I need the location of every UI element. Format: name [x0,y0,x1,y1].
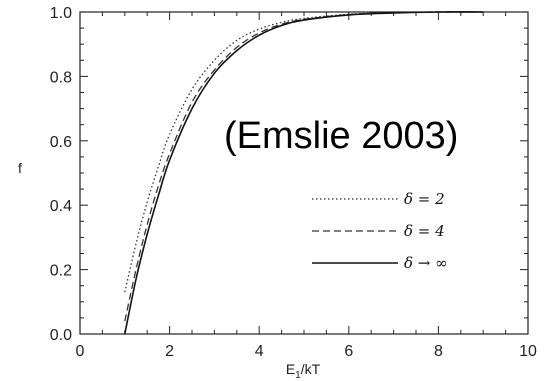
y-axis-label: f [18,160,22,176]
y-tick-label: 0.6 [50,134,72,151]
y-tick-label: 0.8 [50,69,72,86]
legend-label-delta-inf: δ → ∞ [404,254,448,272]
legend-label-delta-4: δ = 4 [404,222,445,240]
tick-labels: 0 2 4 6 8 10 0.0 0.2 0.4 0.6 0.8 1.0 [50,5,537,360]
x-tick-label: 0 [76,343,85,360]
series-line-solid [124,11,484,335]
x-tick-label: 6 [344,343,353,360]
y-tick-label: 0.4 [50,198,72,215]
x-axis-label: E1/kT [286,361,321,381]
series-line-dashed [124,11,484,322]
plot-frame [79,11,529,335]
x-tick-label: 8 [434,343,443,360]
legend: δ = 2 δ = 4 δ → ∞ [312,190,448,272]
x-tick-label: 4 [255,343,264,360]
x-tick-label: 10 [519,343,537,360]
x-tick-label: 2 [165,343,174,360]
y-tick-label: 0.2 [50,263,72,280]
annotation: (Emslie 2003) [224,115,458,157]
y-tick-label: 0.0 [50,327,72,344]
y-tick-label: 1.0 [50,5,72,22]
axis-ticks [79,11,529,335]
series-lines [124,11,484,335]
legend-label-delta-2: δ = 2 [404,190,445,208]
